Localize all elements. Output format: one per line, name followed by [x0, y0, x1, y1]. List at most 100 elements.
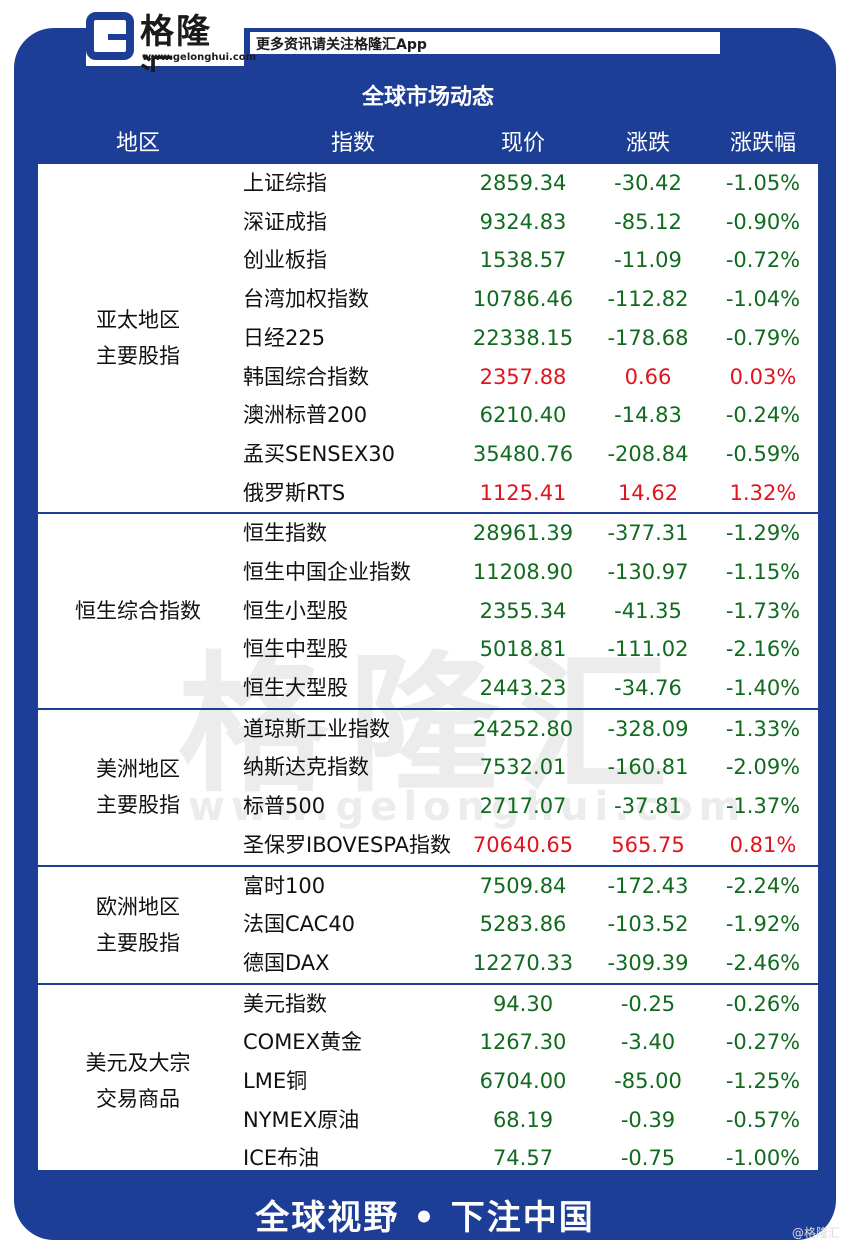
table-row: COMEX黄金 1267.30 -3.40 -0.27% [38, 1023, 818, 1062]
table-row: 深证成指 9324.83 -85.12 -0.90% [38, 203, 818, 242]
table-row: 日经225 22338.15 -178.68 -0.79% [38, 319, 818, 358]
change: -208.84 [607, 441, 689, 466]
price: 12270.33 [472, 950, 574, 975]
change: -172.43 [607, 873, 689, 898]
region-label: 欧洲地区 主要股指 [38, 867, 238, 983]
change-pct: -0.24% [725, 403, 801, 428]
table-row: 俄罗斯RTS 1125.41 14.62 1.32% [38, 474, 818, 513]
footer-credit: @格隆汇 [791, 1226, 840, 1240]
change-pct: -2.24% [725, 873, 801, 898]
column-header-pct: 涨跌幅 [729, 131, 796, 156]
table-row: 道琼斯工业指数 24252.80 -328.09 -1.33% [38, 710, 818, 749]
price: 2355.34 [479, 598, 567, 623]
region-label: 亚太地区 主要股指 [38, 164, 238, 512]
table-row: 恒生大型股 2443.23 -34.76 -1.40% [38, 669, 818, 708]
index-name: 法国CAC40 [243, 912, 356, 937]
change-pct: -1.33% [725, 716, 801, 741]
change-pct: -1.92% [725, 912, 801, 937]
change-pct: -0.59% [725, 441, 801, 466]
index-name: 日经225 [243, 325, 326, 350]
change: -85.12 [614, 209, 682, 234]
price: 5018.81 [479, 637, 567, 662]
table-row: LME铜 6704.00 -85.00 -1.25% [38, 1062, 818, 1101]
table-row: 恒生小型股 2355.34 -41.35 -1.73% [38, 592, 818, 631]
column-header-region: 地区 [115, 131, 160, 156]
price: 24252.80 [472, 716, 574, 741]
change-pct: 0.03% [729, 364, 797, 389]
table-row: 纳斯达克指数 7532.01 -160.81 -2.09% [38, 748, 818, 787]
change-pct: -1.37% [725, 794, 801, 819]
change-pct: -2.09% [725, 755, 801, 780]
change-pct: -1.73% [725, 598, 801, 623]
index-name: 道琼斯工业指数 [243, 716, 390, 741]
table-group: 欧洲地区 主要股指 富时100 7509.84 -172.43 -2.24% 法国CAC40… [38, 867, 818, 985]
region-label-line: 主要股指 [96, 930, 180, 955]
index-name: 圣保罗IBOVESPA指数 [243, 832, 452, 857]
region-label-line: 亚太地区 [96, 308, 180, 333]
index-name: 恒生小型股 [243, 598, 348, 623]
change: -377.31 [607, 521, 689, 546]
change: -34.76 [614, 676, 682, 701]
table-body: 格隆汇 www.gelonghui.com 亚太地区 主要股指 上证综指 2859.3… [38, 164, 818, 1170]
index-name: NYMEX原油 [243, 1107, 360, 1132]
change-pct: -0.26% [725, 991, 801, 1016]
change: -14.83 [614, 403, 682, 428]
change: -37.81 [614, 794, 682, 819]
table-row: 恒生中型股 5018.81 -111.02 -2.16% [38, 630, 818, 669]
index-name: 美元指数 [243, 991, 327, 1016]
change-pct: -0.72% [725, 248, 801, 273]
region-label-line: 美元及大宗 [85, 1051, 191, 1076]
index-name: 标普500 [243, 794, 326, 819]
index-name: 韩国综合指数 [243, 364, 369, 389]
region-label-line: 主要股指 [96, 793, 180, 818]
table-group: 美元及大宗 交易商品 美元指数 94.30 -0.25 -0.26% COMEX黄金 1267… [38, 985, 818, 1181]
change: -111.02 [607, 637, 689, 662]
change-pct: -0.79% [725, 325, 801, 350]
price: 35480.76 [472, 441, 574, 466]
table-row: 恒生指数 28961.39 -377.31 -1.29% [38, 514, 818, 553]
price: 1267.30 [479, 1030, 567, 1055]
change-pct: -1.05% [725, 171, 801, 195]
index-name: 上证综指 [243, 171, 327, 195]
change: -309.39 [607, 950, 689, 975]
index-name: 纳斯达克指数 [243, 755, 369, 780]
market-table: 全球市场动态 地区 指数 现价 涨跌 涨跌幅 格隆汇 www.gelonghui… [38, 72, 818, 1170]
index-name: 富时100 [243, 873, 326, 898]
change: -41.35 [614, 598, 682, 623]
table-row: 上证综指 2859.34 -30.42 -1.05% [38, 164, 818, 203]
index-name: ICE布油 [243, 1146, 320, 1171]
change-pct: -1.29% [725, 521, 801, 546]
change-pct: -2.46% [725, 950, 801, 975]
price: 22338.15 [472, 325, 574, 350]
table-row: NYMEX原油 68.19 -0.39 -0.57% [38, 1101, 818, 1140]
price: 2859.34 [479, 171, 567, 195]
change: -112.82 [607, 287, 689, 312]
index-name: 恒生中型股 [243, 637, 348, 662]
price: 9324.83 [479, 209, 567, 234]
change: -0.25 [620, 991, 676, 1016]
change-pct: -0.90% [725, 209, 801, 234]
index-name: COMEX黄金 [243, 1030, 362, 1055]
region-label: 恒生综合指数 [38, 514, 238, 708]
table-row: 台湾加权指数 10786.46 -112.82 -1.04% [38, 280, 818, 319]
price: 10786.46 [472, 287, 574, 312]
change: -3.40 [620, 1030, 676, 1055]
price: 6704.00 [479, 1069, 567, 1094]
column-header-row: 地区 指数 现价 涨跌 涨跌幅 [38, 124, 818, 164]
change: -30.42 [614, 171, 682, 195]
price: 74.57 [492, 1146, 554, 1171]
table-row: 富时100 7509.84 -172.43 -2.24% [38, 867, 818, 906]
column-header-change: 涨跌 [625, 131, 670, 156]
slogan: 更多资讯请关注格隆汇App [256, 37, 427, 53]
change: -328.09 [607, 716, 689, 741]
column-header-index: 指数 [330, 131, 375, 156]
change: -0.75 [620, 1146, 676, 1171]
price: 7509.84 [479, 873, 567, 898]
index-name: 德国DAX [243, 950, 330, 975]
change-pct: -0.57% [725, 1107, 801, 1132]
table-row: 恒生中国企业指数 11208.90 -130.97 -1.15% [38, 553, 818, 592]
change: -160.81 [607, 755, 689, 780]
price: 2443.23 [479, 676, 567, 701]
index-name: 俄罗斯RTS [243, 480, 346, 505]
table-row: 澳洲标普200 6210.40 -14.83 -0.24% [38, 396, 818, 435]
